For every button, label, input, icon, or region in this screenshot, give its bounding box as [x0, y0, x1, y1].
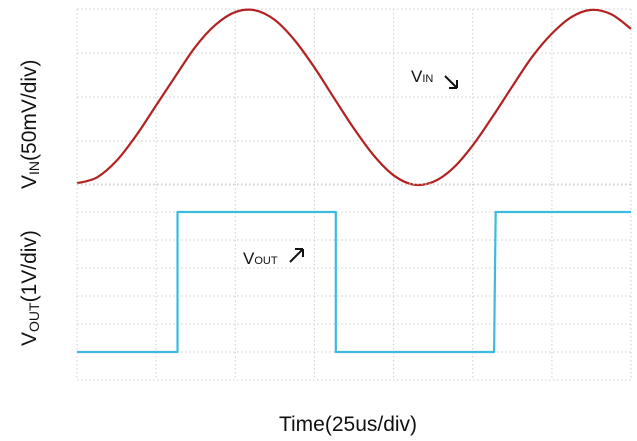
vout-annotation: VOUT	[243, 249, 278, 268]
vin-axis-label: VIN(50mV/div)	[18, 59, 42, 189]
vin-series	[76, 8, 632, 187]
vout-grid	[76, 183, 632, 381]
vin-grid	[76, 8, 632, 186]
x-axis-label: Time(25us/div)	[279, 413, 417, 436]
vin-trace	[76, 8, 632, 187]
vin-panel	[76, 8, 632, 187]
vout-panel	[76, 183, 632, 381]
vout-series	[77, 210, 631, 354]
vin-annotation: VIN	[411, 67, 433, 86]
vout-axis-label: VOUT(1V/div)	[18, 230, 42, 346]
vin-arrow-icon	[444, 75, 458, 89]
vout-trace	[77, 210, 631, 354]
vout-arrow-icon	[289, 248, 304, 263]
